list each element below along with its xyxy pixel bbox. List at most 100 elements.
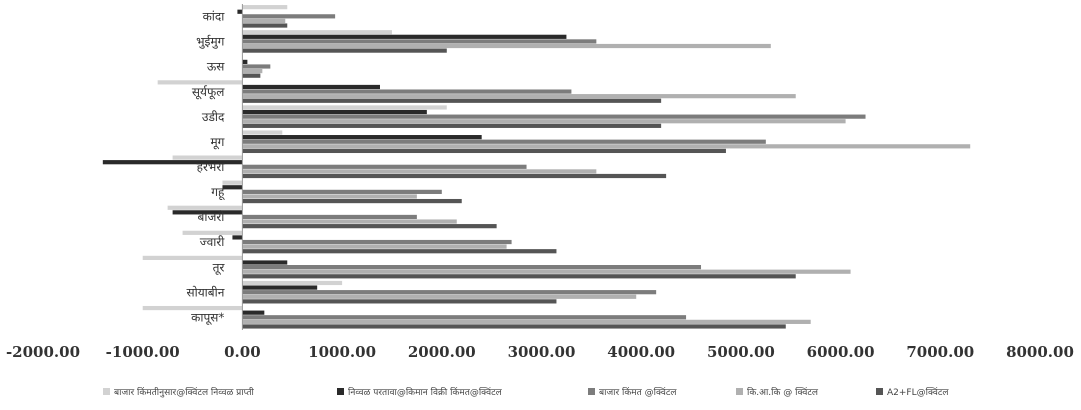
bar-7-series-0 <box>242 130 283 135</box>
bar-10-series-4 <box>242 73 261 78</box>
bar-6-series-3 <box>242 169 597 174</box>
category-label: उडीद <box>202 110 225 124</box>
x-tick-label: 8000.00 <box>1006 343 1074 361</box>
bar-11-series-4 <box>242 48 447 53</box>
bar-3-series-0 <box>182 230 243 235</box>
bar-8-series-2 <box>242 114 866 119</box>
bar-11-series-3 <box>242 43 771 49</box>
bar-5-series-2 <box>242 189 442 194</box>
bar-1-series-1 <box>242 285 318 290</box>
legend-swatch <box>876 388 883 395</box>
bar-10-series-1 <box>242 59 248 64</box>
category-label: गहू <box>211 185 225 201</box>
category-label: ज्वारी <box>200 235 226 249</box>
bar-12-series-1 <box>237 9 243 14</box>
x-axis: -2000.00 -1000.00 0.00 1000.00 2000.00 3000.0… <box>6 4 1074 361</box>
bar-0-series-0 <box>142 305 243 311</box>
category-label: हरभरा <box>197 160 226 174</box>
legend-label: बाजार किंमत @क्विंटल <box>599 386 677 398</box>
bar-4-series-2 <box>242 214 417 220</box>
legend-swatch <box>103 388 110 395</box>
x-tick-label: 6000.00 <box>807 343 875 361</box>
legend-label: निव्वळ परतावा@किमान विक्री किंमत@क्विंटल <box>348 386 503 398</box>
x-tick-label: 5000.00 <box>707 343 775 361</box>
bar-8-series-1 <box>242 109 427 115</box>
bar-0-series-4 <box>242 324 786 329</box>
category-label: सूर्यफूल <box>192 85 225 100</box>
legend-label: कि.आ.कि @ क्विंटल <box>747 386 819 398</box>
bar-7-series-3 <box>242 144 971 149</box>
bar-1-series-3 <box>242 294 637 299</box>
bar-11-series-2 <box>242 39 597 44</box>
bar-0-series-2 <box>242 315 687 320</box>
category-label: बाजरी <box>198 210 226 224</box>
category-label: मूग <box>210 135 224 150</box>
bar-6-series-4 <box>242 173 667 179</box>
bar-10-series-3 <box>242 68 263 74</box>
bar-12-series-2 <box>242 14 336 19</box>
bar-12-series-3 <box>242 18 286 24</box>
bar-1-series-2 <box>242 290 657 295</box>
bar-4-series-4 <box>242 224 497 229</box>
bar-2-series-0 <box>142 255 243 261</box>
bar-9-series-3 <box>242 94 796 99</box>
legend-swatch <box>337 388 344 395</box>
bar-9-series-1 <box>242 84 380 90</box>
bar-9-series-4 <box>242 98 662 103</box>
bar-9-series-2 <box>242 89 572 94</box>
category-label: तूर <box>213 260 226 275</box>
bar-2-series-2 <box>242 265 702 270</box>
x-tick-label: 4000.00 <box>607 343 675 361</box>
category-label: कापूस* <box>191 310 224 325</box>
x-tick-label: -2000.00 <box>6 343 80 361</box>
bar-5-series-3 <box>242 194 417 199</box>
bar-3-series-4 <box>242 249 557 254</box>
bar-5-series-4 <box>242 198 462 204</box>
bar-2-series-3 <box>242 269 851 274</box>
category-label: सोयाबीन <box>186 285 224 299</box>
bar-2-series-4 <box>242 274 796 279</box>
bar-2-series-1 <box>242 260 288 265</box>
x-tick-label: 1000.00 <box>308 343 376 361</box>
legend-swatch <box>736 388 743 395</box>
x-tick-label: -1000.00 <box>106 343 180 361</box>
bar-3-series-2 <box>242 239 512 245</box>
bar-9-series-0 <box>157 80 243 85</box>
bar-6-series-0 <box>172 155 243 160</box>
bar-4-series-3 <box>242 219 457 224</box>
bar-3-series-3 <box>242 244 507 249</box>
legend-label: A2+FL@क्विंटल <box>887 386 949 398</box>
category-label: ऊस <box>207 60 225 74</box>
bar-6-series-1 <box>102 160 243 165</box>
bar-1-series-4 <box>242 299 557 304</box>
bar-7-series-2 <box>242 139 766 144</box>
bar-12-series-4 <box>242 23 288 28</box>
bar-5-series-0 <box>222 180 243 185</box>
bar-1-series-0 <box>242 280 343 286</box>
bar-0-series-1 <box>242 310 265 315</box>
legend: बाजार किंमतीनुसार@क्विंटल निव्वळ प्राप्त… <box>103 386 949 398</box>
x-tick-label: 7000.00 <box>906 343 974 361</box>
bar-7-series-1 <box>242 135 482 140</box>
legend-swatch <box>588 388 595 395</box>
bar-11-series-0 <box>242 30 392 35</box>
bar-8-series-4 <box>242 123 662 128</box>
legend-label: बाजार किंमतीनुसार@क्विंटल निव्वळ प्राप्त… <box>114 386 255 398</box>
x-tick-label: 2000.00 <box>408 343 476 361</box>
category-label: भुईमुग <box>196 35 225 50</box>
x-tick-label: 3000.00 <box>508 343 576 361</box>
bar-7-series-4 <box>242 148 726 154</box>
bar-10-series-2 <box>242 64 271 69</box>
bar-0-series-3 <box>242 319 811 324</box>
bar-3-series-1 <box>232 235 243 240</box>
bar-4-series-1 <box>172 210 243 215</box>
category-labels: कापूस* सोयाबीन तूर ज्वारी बाजरी गहू हरभरा मूग उड… <box>186 10 225 326</box>
bar-8-series-0 <box>242 105 447 110</box>
bar-8-series-3 <box>242 119 846 124</box>
bar-12-series-0 <box>242 5 288 10</box>
category-label: कांदा <box>203 10 226 24</box>
bar-11-series-1 <box>242 34 567 39</box>
bar-5-series-1 <box>222 185 243 190</box>
bar-6-series-2 <box>242 164 527 169</box>
